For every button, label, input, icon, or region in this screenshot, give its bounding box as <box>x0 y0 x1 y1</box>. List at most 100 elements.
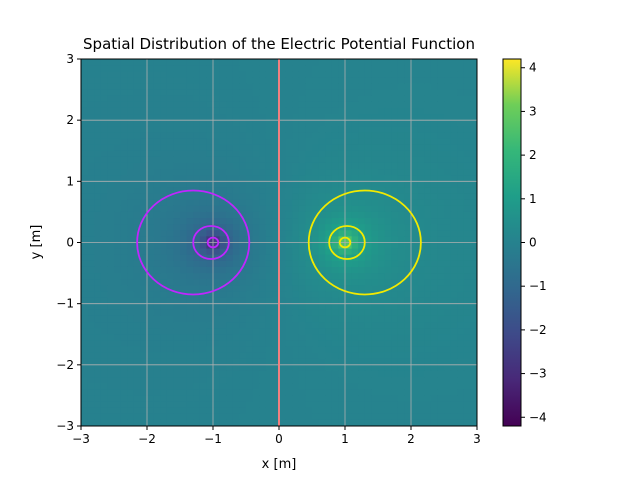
heatmap-cell <box>397 218 405 225</box>
heatmap-cell <box>246 297 254 305</box>
heatmap-cell <box>404 162 412 170</box>
heatmap-cell <box>404 279 412 286</box>
heatmap-cell <box>397 254 405 262</box>
heatmap-cell <box>114 395 122 403</box>
heatmap-cell <box>450 59 458 66</box>
heatmap-cell <box>180 95 188 103</box>
heatmap-cell <box>404 395 412 403</box>
heatmap-cell <box>312 260 320 268</box>
heatmap-cell <box>173 230 181 237</box>
heatmap-cell <box>378 309 386 317</box>
heatmap-cell <box>384 352 392 360</box>
heatmap-cell <box>133 107 141 115</box>
heatmap-cell <box>232 59 240 66</box>
heatmap-cell <box>345 120 353 127</box>
heatmap-cell <box>371 132 379 140</box>
heatmap-cell <box>81 101 89 109</box>
heatmap-cell <box>87 291 95 299</box>
heatmap-cell <box>259 95 267 103</box>
heatmap-cell <box>338 413 346 421</box>
heatmap-cell <box>397 413 405 421</box>
heatmap-cell <box>338 266 346 274</box>
heatmap-cell <box>193 242 201 250</box>
heatmap-cell <box>345 309 353 317</box>
heatmap-cell <box>120 303 128 311</box>
heatmap-cell <box>397 138 405 146</box>
heatmap-cell <box>160 364 168 372</box>
heatmap-cell <box>107 285 115 293</box>
heatmap-cell <box>345 211 353 219</box>
heatmap-cell <box>94 218 102 225</box>
heatmap-cell <box>404 260 412 268</box>
heatmap-cell <box>371 291 379 299</box>
heatmap-cell <box>298 59 306 66</box>
heatmap-cell <box>292 315 300 323</box>
heatmap-cell <box>345 407 353 415</box>
heatmap-cell <box>120 181 128 189</box>
heatmap-cell <box>318 328 326 335</box>
heatmap-cell <box>378 71 386 78</box>
heatmap-cell <box>213 126 221 133</box>
heatmap-cell <box>450 395 458 403</box>
heatmap-cell <box>153 132 161 140</box>
heatmap-cell <box>364 193 372 201</box>
heatmap-cell <box>457 89 465 97</box>
heatmap-cell <box>463 95 471 103</box>
heatmap-cell <box>457 322 465 329</box>
heatmap-cell <box>81 95 89 103</box>
heatmap-cell <box>411 107 419 115</box>
heatmap-cell <box>437 315 445 323</box>
heatmap-cell <box>272 65 280 72</box>
heatmap-cell <box>351 346 359 354</box>
x-tick-label: 3 <box>473 432 481 446</box>
heatmap-cell <box>279 297 287 305</box>
heatmap-cell <box>272 83 280 91</box>
heatmap-cell <box>437 144 445 152</box>
heatmap-cell <box>120 266 128 274</box>
heatmap-cell <box>226 273 234 280</box>
heatmap-cell <box>232 126 240 133</box>
heatmap-cell <box>378 205 386 213</box>
heatmap-cell <box>325 413 333 421</box>
heatmap-cell <box>404 187 412 195</box>
heatmap-cell <box>252 352 260 360</box>
heatmap-cell <box>444 334 452 341</box>
heatmap-cell <box>213 315 221 323</box>
heatmap-cell <box>397 346 405 354</box>
heatmap-cell <box>437 193 445 201</box>
heatmap-cell <box>100 260 108 268</box>
heatmap-cell <box>351 132 359 140</box>
heatmap-cell <box>325 71 333 78</box>
heatmap-cell <box>239 401 247 409</box>
heatmap-cell <box>81 175 89 182</box>
heatmap-cell <box>206 419 214 426</box>
heatmap-cell <box>279 334 287 341</box>
heatmap-cell <box>219 370 227 378</box>
heatmap-cell <box>325 291 333 299</box>
heatmap-cell <box>133 413 141 421</box>
heatmap-cell <box>411 364 419 372</box>
heatmap-cell <box>133 328 141 335</box>
heatmap-cell <box>450 187 458 195</box>
heatmap-cell <box>430 71 438 78</box>
heatmap-cell <box>147 370 155 378</box>
heatmap-cell <box>226 132 234 140</box>
heatmap-cell <box>127 248 135 256</box>
heatmap-cell <box>153 242 161 250</box>
heatmap-cell <box>351 309 359 317</box>
heatmap-cell <box>285 224 293 231</box>
heatmap-cell <box>318 242 326 250</box>
heatmap-cell <box>239 107 247 115</box>
heatmap-cell <box>259 315 267 323</box>
heatmap-cell <box>193 303 201 311</box>
colorbar-gradient <box>502 58 522 427</box>
heatmap-cell <box>199 65 207 72</box>
heatmap-cell <box>180 175 188 182</box>
heatmap-cell <box>226 120 234 127</box>
heatmap-cell <box>140 187 148 195</box>
heatmap-cell <box>252 77 260 85</box>
heatmap-cell <box>94 328 102 335</box>
heatmap-cell <box>173 59 181 66</box>
heatmap-cell <box>463 395 471 403</box>
heatmap-cell <box>411 419 419 426</box>
